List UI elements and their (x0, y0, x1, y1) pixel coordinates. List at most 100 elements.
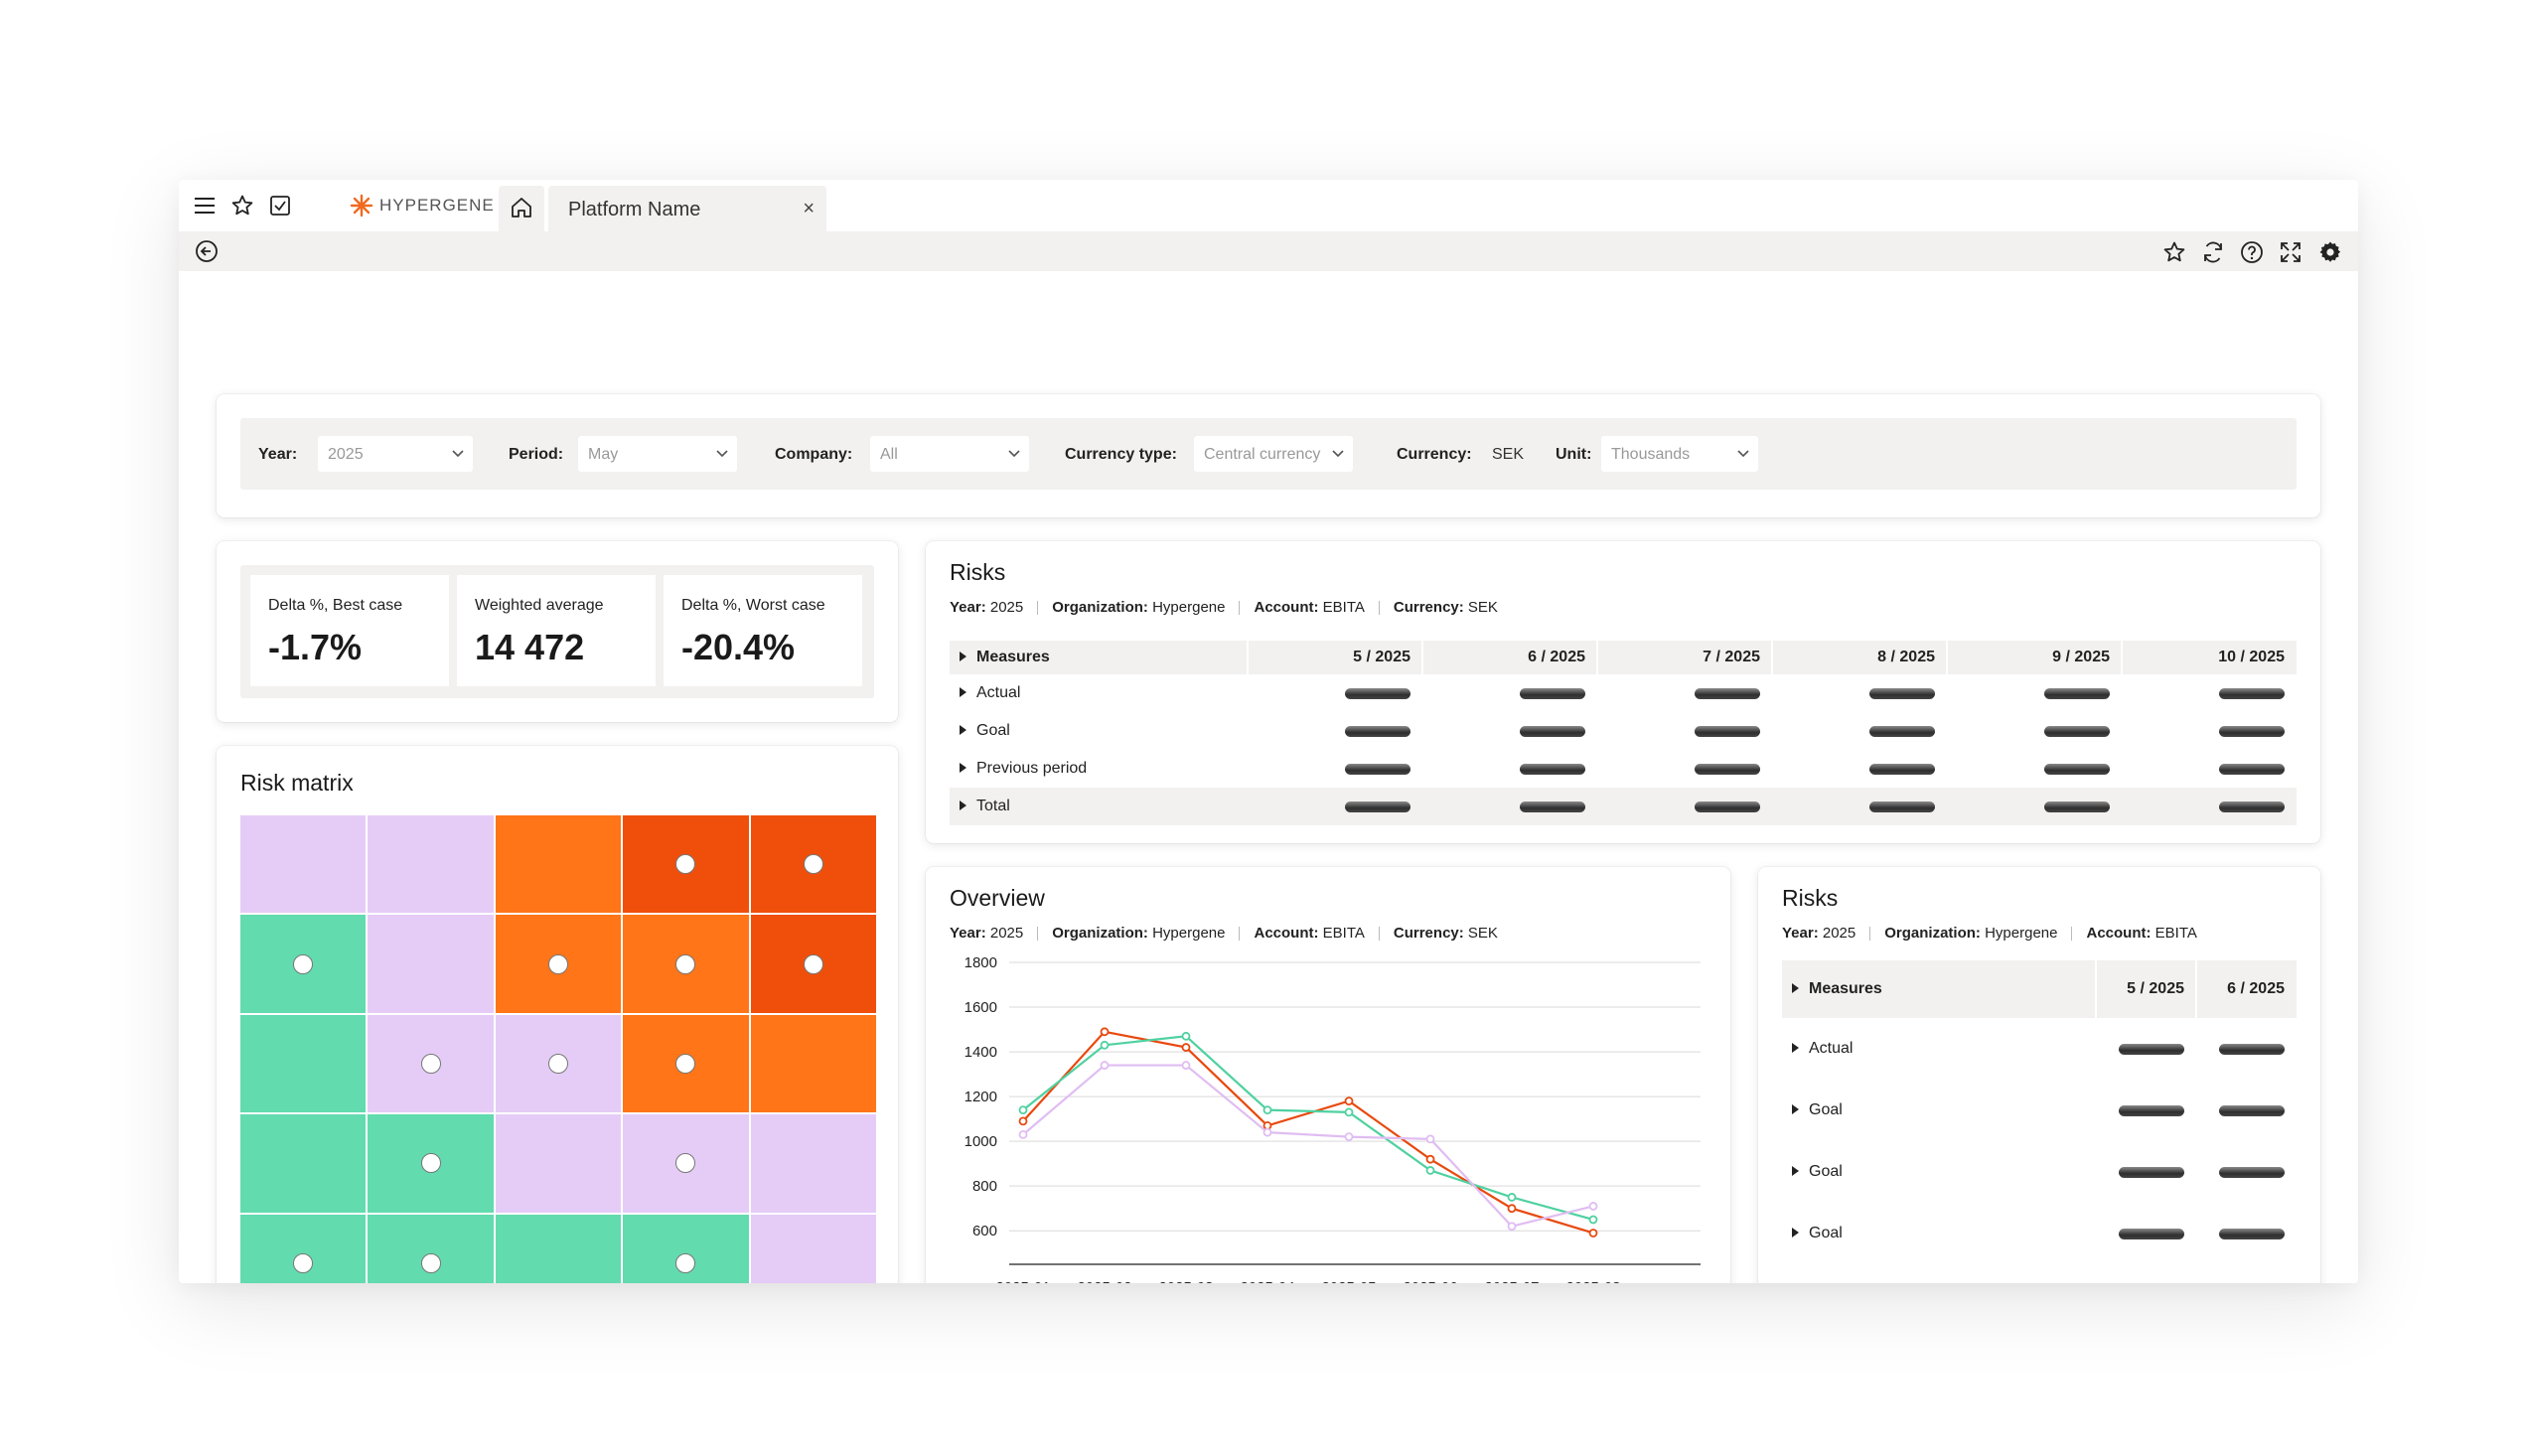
expand-triangle-icon[interactable] (960, 652, 966, 661)
expand-triangle-icon[interactable] (1792, 983, 1799, 993)
risk-matrix-cell[interactable] (623, 915, 749, 1013)
column-header[interactable]: 9 / 2025 (2052, 649, 2110, 665)
column-header[interactable]: 7 / 2025 (1703, 649, 1760, 665)
table-row-label[interactable]: Goal (960, 722, 1010, 740)
expand-triangle-icon[interactable] (1792, 1166, 1799, 1176)
column-header[interactable]: 5 / 2025 (2127, 980, 2184, 997)
expand-triangle-icon[interactable] (960, 801, 966, 810)
meta-org-label: Organization: (1052, 599, 1148, 616)
unit-select[interactable]: Thousands (1601, 436, 1758, 472)
meta-org: Hypergene (1985, 925, 2058, 942)
favorite-star-icon[interactable] (2161, 239, 2187, 265)
risk-marker[interactable] (803, 953, 823, 974)
risk-matrix-cell[interactable] (495, 915, 622, 1013)
table-row-label[interactable]: Goal (1792, 1163, 1843, 1181)
risk-matrix-cell[interactable] (240, 815, 367, 914)
expand-triangle-icon[interactable] (960, 687, 966, 697)
risk-marker[interactable] (547, 1053, 568, 1074)
star-icon[interactable] (228, 192, 256, 219)
risk-marker[interactable] (675, 1153, 696, 1174)
tab-platform[interactable]: Platform Name × (548, 186, 826, 231)
risk-marker[interactable] (675, 1252, 696, 1273)
risk-matrix-cell[interactable] (750, 915, 876, 1013)
risk-matrix-cell[interactable] (623, 1114, 749, 1213)
app-window: HYPERGENE Platform Name × (179, 180, 2358, 1283)
table-row-label[interactable]: Goal (1792, 1101, 1843, 1119)
gear-icon[interactable] (2317, 239, 2343, 265)
risk-matrix-cell[interactable] (750, 1014, 876, 1113)
risk-marker[interactable] (420, 1252, 441, 1273)
risk-matrix-title: Risk matrix (240, 770, 354, 796)
risk-matrix-cell[interactable] (368, 1214, 494, 1283)
help-icon[interactable] (2239, 239, 2265, 265)
value-placeholder-bar (2044, 726, 2110, 737)
expand-triangle-icon[interactable] (960, 763, 966, 773)
risk-marker[interactable] (675, 953, 696, 974)
table-row-label[interactable]: Actual (960, 684, 1020, 702)
company-select[interactable]: All (870, 436, 1029, 472)
back-arrow-icon[interactable] (195, 239, 219, 263)
risk-matrix-cell[interactable] (623, 815, 749, 914)
expand-triangle-icon[interactable] (1792, 1104, 1799, 1114)
risk-matrix-cell[interactable] (368, 1114, 494, 1213)
column-header[interactable]: 6 / 2025 (1528, 649, 1585, 665)
meta-org-label: Organization: (1884, 925, 1981, 942)
column-header[interactable]: 8 / 2025 (1877, 649, 1935, 665)
risk-marker[interactable] (803, 854, 823, 875)
period-select[interactable]: May (578, 436, 737, 472)
risk-matrix-cell[interactable] (495, 1014, 622, 1113)
dashboard-content: Year: 2025 Period: May Company: All Curr… (179, 271, 2358, 1283)
risk-matrix-cell[interactable] (495, 1114, 622, 1213)
currency-type-select[interactable]: Central currency (1194, 436, 1353, 472)
column-header[interactable]: 10 / 2025 (2218, 649, 2285, 665)
refresh-icon[interactable] (2200, 239, 2226, 265)
measures-header[interactable]: Measures (1792, 960, 1882, 1018)
column-header[interactable]: 6 / 2025 (2227, 980, 2285, 997)
risk-matrix-cell[interactable] (368, 915, 494, 1013)
meta-account: EBITA (1322, 599, 1365, 616)
risk-marker[interactable] (420, 1053, 441, 1074)
expand-triangle-icon[interactable] (960, 725, 966, 735)
tab-close-button[interactable]: × (803, 198, 815, 219)
home-tab[interactable] (499, 186, 544, 231)
column-header[interactable]: 5 / 2025 (1353, 649, 1410, 665)
risk-marker[interactable] (420, 1153, 441, 1174)
risk-marker[interactable] (675, 854, 696, 875)
risk-matrix-cell[interactable] (240, 1114, 367, 1213)
risk-matrix-cell[interactable] (750, 815, 876, 914)
meta-year-label: Year: (950, 599, 986, 616)
risk-marker[interactable] (293, 953, 314, 974)
year-select[interactable]: 2025 (318, 436, 473, 472)
risk-matrix-cell[interactable] (495, 815, 622, 914)
table-row-label[interactable]: Goal (1792, 1225, 1843, 1242)
risk-matrix-cell[interactable] (240, 915, 367, 1013)
data-point (1344, 1132, 1354, 1142)
risk-matrix-cell[interactable] (750, 1214, 876, 1283)
risk-matrix-cell[interactable] (240, 1014, 367, 1113)
table-row-label[interactable]: Total (960, 798, 1010, 815)
row-label-text: Previous period (976, 760, 1088, 777)
risk-matrix-cell[interactable] (368, 1014, 494, 1113)
risk-marker[interactable] (547, 953, 568, 974)
expand-triangle-icon[interactable] (1792, 1228, 1799, 1238)
expand-triangle-icon[interactable] (1792, 1043, 1799, 1053)
value-placeholder-bar (2219, 688, 2285, 699)
home-icon[interactable] (509, 195, 534, 220)
risk-matrix-cell[interactable] (623, 1014, 749, 1113)
value-placeholder-bar (1345, 764, 1410, 775)
x-tick-label: 2025-04 (1240, 1279, 1294, 1283)
value-placeholder-bar (1520, 764, 1585, 775)
measures-header[interactable]: Measures (960, 641, 1050, 674)
risk-marker[interactable] (675, 1053, 696, 1074)
table-row-label[interactable]: Actual (1792, 1040, 1853, 1058)
risk-marker[interactable] (293, 1252, 314, 1273)
risk-matrix-cell[interactable] (495, 1214, 622, 1283)
risk-matrix-cell[interactable] (750, 1114, 876, 1213)
risk-matrix-cell[interactable] (623, 1214, 749, 1283)
table-row-label[interactable]: Previous period (960, 760, 1087, 778)
menu-icon[interactable] (191, 192, 219, 219)
risk-matrix-cell[interactable] (240, 1214, 367, 1283)
fullscreen-icon[interactable] (2278, 239, 2303, 265)
checkbox-icon[interactable] (266, 192, 294, 219)
risk-matrix-cell[interactable] (368, 815, 494, 914)
